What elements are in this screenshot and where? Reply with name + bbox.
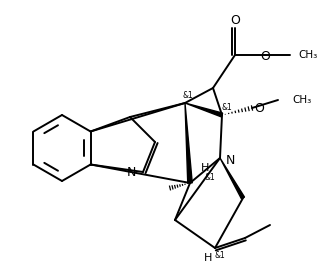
Text: &1: &1 — [205, 173, 215, 182]
Text: CH₃: CH₃ — [298, 50, 317, 60]
Text: &1: &1 — [222, 103, 232, 112]
Text: H: H — [204, 253, 212, 263]
Text: &1: &1 — [183, 91, 193, 100]
Text: H: H — [201, 163, 209, 173]
Text: O: O — [230, 13, 240, 26]
Text: N: N — [226, 153, 235, 167]
Text: &1: &1 — [214, 251, 225, 260]
Text: N: N — [127, 167, 136, 180]
Text: CH₃: CH₃ — [292, 95, 311, 105]
Polygon shape — [185, 103, 223, 117]
Polygon shape — [220, 158, 244, 199]
Text: O: O — [260, 49, 270, 63]
Polygon shape — [185, 103, 192, 183]
Text: O: O — [254, 102, 264, 115]
